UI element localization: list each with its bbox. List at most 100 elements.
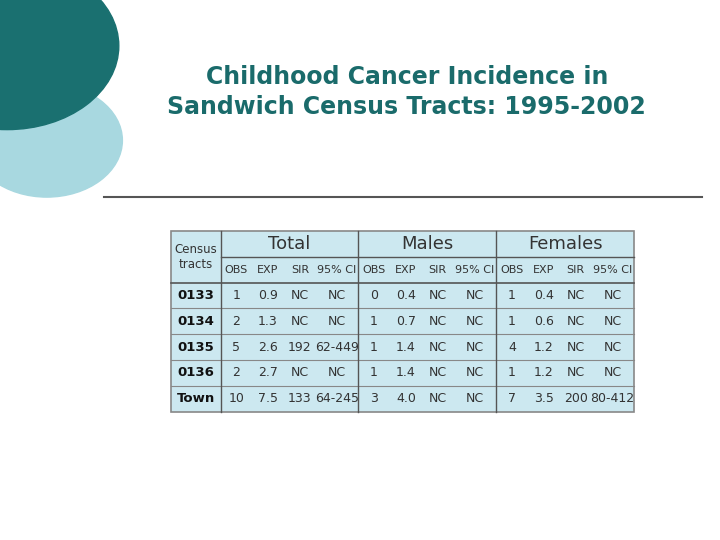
FancyBboxPatch shape <box>220 360 252 386</box>
Text: 7.5: 7.5 <box>258 392 278 405</box>
Text: 2.7: 2.7 <box>258 367 278 380</box>
Text: NC: NC <box>466 315 484 328</box>
Text: 0133: 0133 <box>177 289 214 302</box>
Text: 1.4: 1.4 <box>396 367 415 380</box>
Text: 2.6: 2.6 <box>258 341 278 354</box>
Text: NC: NC <box>291 289 309 302</box>
FancyBboxPatch shape <box>591 257 634 282</box>
Text: 95% CI: 95% CI <box>593 265 632 275</box>
Text: Town: Town <box>176 392 215 405</box>
Text: Census
tracts: Census tracts <box>174 243 217 271</box>
FancyBboxPatch shape <box>284 257 315 282</box>
FancyBboxPatch shape <box>220 231 359 257</box>
Text: 62-449: 62-449 <box>315 341 359 354</box>
FancyBboxPatch shape <box>220 334 252 360</box>
FancyBboxPatch shape <box>496 334 528 360</box>
FancyBboxPatch shape <box>422 257 454 282</box>
FancyBboxPatch shape <box>390 257 422 282</box>
FancyBboxPatch shape <box>284 308 315 334</box>
FancyBboxPatch shape <box>560 282 591 308</box>
FancyBboxPatch shape <box>528 360 560 386</box>
Text: NC: NC <box>428 367 447 380</box>
Text: 1.3: 1.3 <box>258 315 278 328</box>
Text: NC: NC <box>466 289 484 302</box>
Text: 1.2: 1.2 <box>534 341 554 354</box>
FancyBboxPatch shape <box>496 231 634 257</box>
Text: 1: 1 <box>508 315 516 328</box>
Point <box>216 228 225 234</box>
FancyBboxPatch shape <box>560 360 591 386</box>
FancyBboxPatch shape <box>390 334 422 360</box>
FancyBboxPatch shape <box>422 308 454 334</box>
Point <box>630 254 639 260</box>
Text: NC: NC <box>567 341 585 354</box>
FancyBboxPatch shape <box>591 308 634 334</box>
Text: NC: NC <box>291 315 309 328</box>
Point <box>492 228 500 234</box>
Text: 1: 1 <box>370 341 378 354</box>
Text: 4: 4 <box>508 341 516 354</box>
Text: 0: 0 <box>370 289 378 302</box>
Text: Females: Females <box>528 235 603 253</box>
Text: NC: NC <box>428 341 447 354</box>
FancyBboxPatch shape <box>252 257 284 282</box>
FancyBboxPatch shape <box>359 360 390 386</box>
Text: NC: NC <box>466 341 484 354</box>
FancyBboxPatch shape <box>591 334 634 360</box>
Text: Total: Total <box>269 235 310 253</box>
Text: 0134: 0134 <box>177 315 214 328</box>
FancyBboxPatch shape <box>252 334 284 360</box>
FancyBboxPatch shape <box>220 308 252 334</box>
Text: NC: NC <box>603 367 621 380</box>
FancyBboxPatch shape <box>591 386 634 411</box>
FancyBboxPatch shape <box>454 257 496 282</box>
Text: 1: 1 <box>508 367 516 380</box>
FancyBboxPatch shape <box>252 386 284 411</box>
Text: OBS: OBS <box>500 265 523 275</box>
Text: NC: NC <box>291 367 309 380</box>
Point <box>216 254 225 260</box>
Text: NC: NC <box>603 341 621 354</box>
FancyBboxPatch shape <box>390 360 422 386</box>
FancyBboxPatch shape <box>422 360 454 386</box>
Text: 7: 7 <box>508 392 516 405</box>
Text: NC: NC <box>328 289 346 302</box>
FancyBboxPatch shape <box>390 386 422 411</box>
Text: SIR: SIR <box>291 265 309 275</box>
FancyBboxPatch shape <box>496 257 528 282</box>
FancyBboxPatch shape <box>252 360 284 386</box>
FancyBboxPatch shape <box>315 282 359 308</box>
Text: 0135: 0135 <box>177 341 214 354</box>
FancyBboxPatch shape <box>171 231 634 411</box>
FancyBboxPatch shape <box>591 282 634 308</box>
FancyBboxPatch shape <box>528 257 560 282</box>
Text: 64-245: 64-245 <box>315 392 359 405</box>
Text: 1: 1 <box>233 289 240 302</box>
Text: 0136: 0136 <box>177 367 214 380</box>
FancyBboxPatch shape <box>171 231 220 282</box>
Text: EXP: EXP <box>533 265 554 275</box>
FancyBboxPatch shape <box>315 334 359 360</box>
Text: SIR: SIR <box>567 265 585 275</box>
FancyBboxPatch shape <box>359 282 390 308</box>
FancyBboxPatch shape <box>528 282 560 308</box>
FancyBboxPatch shape <box>315 386 359 411</box>
FancyBboxPatch shape <box>220 282 252 308</box>
Text: NC: NC <box>466 392 484 405</box>
FancyBboxPatch shape <box>252 282 284 308</box>
FancyBboxPatch shape <box>171 308 220 334</box>
Text: NC: NC <box>428 289 447 302</box>
Text: 3: 3 <box>370 392 378 405</box>
FancyBboxPatch shape <box>284 334 315 360</box>
Text: 1.4: 1.4 <box>396 341 415 354</box>
FancyBboxPatch shape <box>171 360 220 386</box>
FancyBboxPatch shape <box>359 334 390 360</box>
Text: 0.4: 0.4 <box>396 289 416 302</box>
Text: 95% CI: 95% CI <box>455 265 495 275</box>
FancyBboxPatch shape <box>422 334 454 360</box>
Text: EXP: EXP <box>395 265 417 275</box>
FancyBboxPatch shape <box>315 360 359 386</box>
Text: 95% CI: 95% CI <box>318 265 356 275</box>
Text: 5: 5 <box>232 341 240 354</box>
Text: Childhood Cancer Incidence in
Sandwich Census Tracts: 1995-2002: Childhood Cancer Incidence in Sandwich C… <box>168 65 646 119</box>
